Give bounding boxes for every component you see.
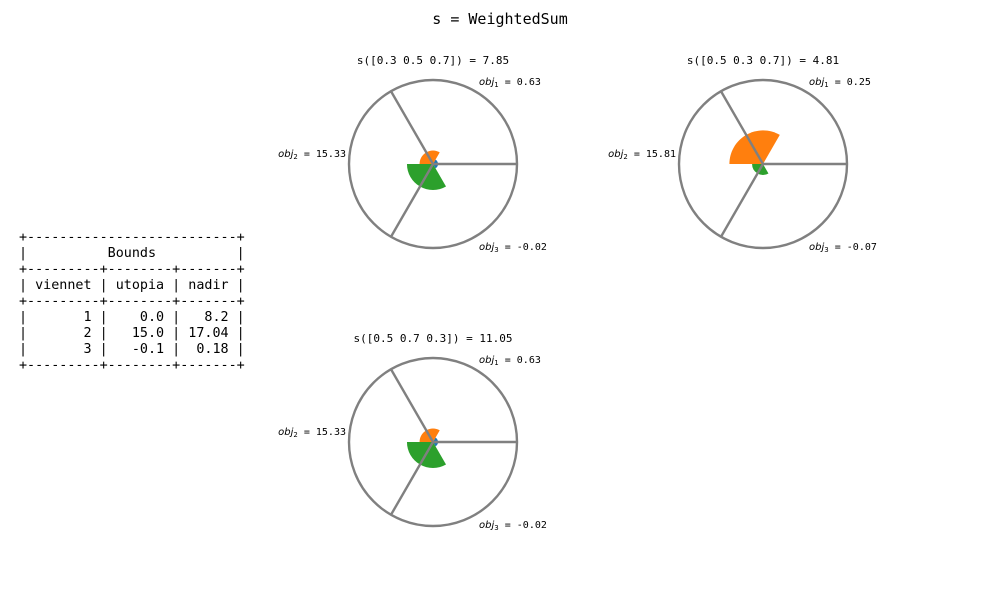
- axis-label-value: = 15.81: [628, 149, 676, 160]
- axis-label-subscript: 1: [824, 81, 828, 89]
- axis-label-obj2: obj2 = 15.33: [278, 149, 346, 161]
- axis-label-name: obj: [608, 149, 623, 160]
- axis-label-obj3: obj3 = -0.02: [479, 520, 547, 532]
- chart-title: s([0.3 0.5 0.7]) = 7.85: [357, 54, 509, 67]
- axis-label-value: = -0.07: [829, 242, 877, 253]
- axis-label-name: obj: [809, 242, 824, 253]
- axis-label-subscript: 2: [623, 153, 627, 161]
- axis-label-value: = 0.63: [499, 355, 541, 366]
- axis-label-name: obj: [479, 77, 494, 88]
- axis-label-name: obj: [278, 149, 293, 160]
- axis-label-obj3: obj3 = -0.02: [479, 242, 547, 254]
- axis-label-obj2: obj2 = 15.81: [608, 149, 676, 161]
- axis-label-name: obj: [809, 77, 824, 88]
- axis-label-value: = 15.33: [298, 427, 346, 438]
- axis-label-subscript: 3: [494, 246, 498, 254]
- axis-label-value: = 0.63: [499, 77, 541, 88]
- axis-label-subscript: 2: [293, 153, 297, 161]
- axis-spoke-obj2: [389, 368, 435, 443]
- chart-title: s([0.5 0.3 0.7]) = 4.81: [687, 54, 839, 67]
- axis-label-subscript: 3: [824, 246, 828, 254]
- bounds-table: +--------------------------+ | Bounds | …: [19, 230, 245, 373]
- axis-label-obj1: obj1 = 0.63: [479, 355, 541, 367]
- axis-label-value: = 0.25: [829, 77, 871, 88]
- axis-spoke-obj3: [389, 441, 435, 516]
- axis-label-value: = 15.33: [298, 149, 346, 160]
- axis-label-name: obj: [479, 355, 494, 366]
- axis-label-obj1: obj1 = 0.63: [479, 77, 541, 89]
- axis-label-obj1: obj1 = 0.25: [809, 77, 871, 89]
- chart-title: s([0.5 0.7 0.3]) = 11.05: [354, 332, 513, 345]
- axis-label-subscript: 1: [494, 359, 498, 367]
- axis-label-value: = -0.02: [499, 520, 547, 531]
- axis-spoke-obj2: [389, 90, 435, 165]
- axis-label-value: = -0.02: [499, 242, 547, 253]
- figure-title: s = WeightedSum: [432, 10, 567, 28]
- axis-label-subscript: 2: [293, 431, 297, 439]
- axis-label-name: obj: [479, 520, 494, 531]
- axis-label-name: obj: [278, 427, 293, 438]
- axis-label-name: obj: [479, 242, 494, 253]
- axis-spoke-obj3: [389, 163, 435, 238]
- axis-label-subscript: 3: [494, 524, 498, 532]
- axis-spoke-obj2: [719, 90, 765, 165]
- axis-label-obj2: obj2 = 15.33: [278, 427, 346, 439]
- axis-spoke-obj3: [719, 163, 765, 238]
- axis-label-obj3: obj3 = -0.07: [809, 242, 877, 254]
- axis-label-subscript: 1: [494, 81, 498, 89]
